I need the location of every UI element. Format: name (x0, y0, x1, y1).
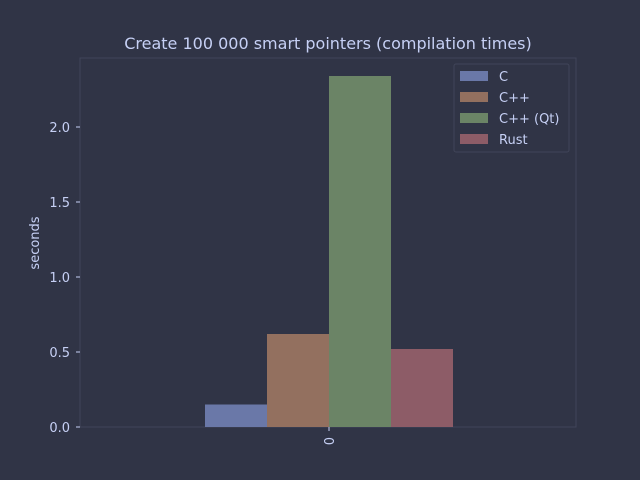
bar-rust (391, 349, 453, 427)
legend-box (453, 63, 570, 153)
legend-swatch (460, 113, 488, 123)
y-tick-label: 1.0 (49, 271, 70, 286)
y-tick-label: 1.5 (49, 196, 70, 211)
chart-title: Create 100 000 smart pointers (compilati… (124, 34, 532, 53)
legend-label: C (499, 70, 508, 85)
y-tick-label: 0.0 (49, 421, 70, 436)
bar-c (205, 404, 267, 427)
legend-swatch (460, 71, 488, 81)
legend-label: C++ (499, 91, 530, 106)
x-tick-label: 0 (323, 437, 338, 445)
legend: C C++ C++ (Qt) Rust (453, 63, 570, 153)
bar-c (267, 334, 329, 427)
legend-swatch (460, 92, 488, 102)
bar-c-qt (329, 76, 391, 427)
legend-label: Rust (499, 133, 528, 148)
y-tick-label: 2.0 (49, 121, 70, 136)
bars-group (205, 76, 453, 427)
legend-swatch (460, 134, 488, 144)
x-axis: 0 (323, 427, 338, 445)
legend-label: C++ (Qt) (499, 112, 559, 127)
y-tick-label: 0.5 (49, 346, 70, 361)
y-axis-label: seconds (28, 216, 43, 269)
y-axis: 0.0 0.5 1.0 1.5 2.0 (49, 121, 80, 436)
